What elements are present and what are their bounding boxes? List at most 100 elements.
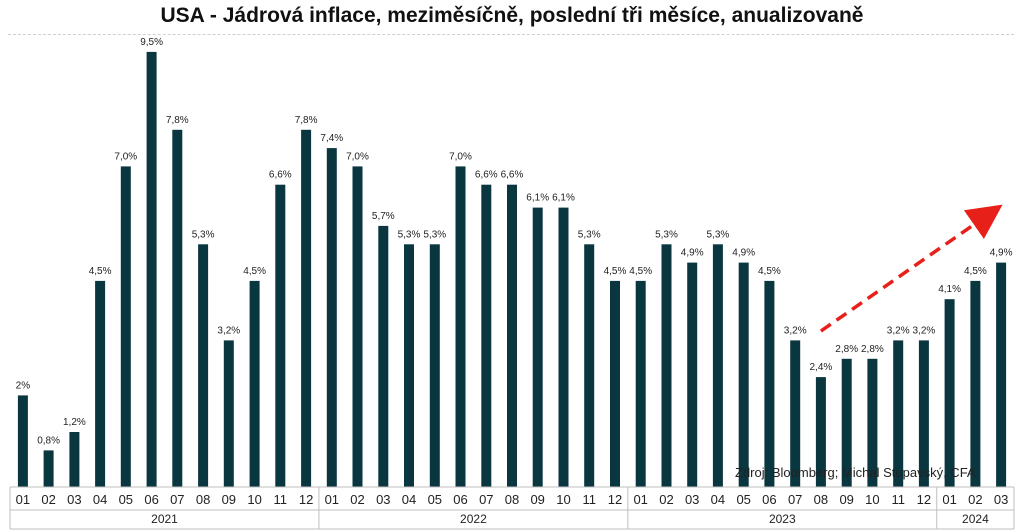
tick-label: 12 — [608, 492, 622, 507]
value-label: 6,1% — [552, 193, 575, 204]
tick-label: 01 — [942, 492, 956, 507]
tick-label: 06 — [762, 492, 776, 507]
bar — [481, 184, 492, 487]
tick-label: 01 — [16, 492, 30, 507]
value-label: 6,6% — [501, 170, 524, 181]
tick-label: 01 — [633, 492, 647, 507]
tick-label: 02 — [350, 492, 364, 507]
bar — [249, 280, 260, 487]
bar — [326, 148, 337, 487]
bars — [17, 51, 1007, 488]
bar — [507, 184, 517, 487]
value-label: 4,5% — [604, 266, 627, 277]
value-label: 6,6% — [475, 170, 498, 181]
source-note: Zdroj: Bloomberg; Michal Stupavský, CFA — [735, 465, 976, 480]
bar — [532, 207, 543, 487]
value-label: 4,5% — [629, 266, 652, 277]
bar — [815, 377, 826, 487]
tick-label: 02 — [659, 492, 673, 507]
tick-label: 04 — [93, 492, 107, 507]
tick-label: 03 — [67, 492, 81, 507]
value-label: 5,3% — [707, 229, 730, 240]
bar — [661, 244, 672, 487]
value-label: 7,8% — [166, 115, 189, 126]
bar — [738, 262, 749, 487]
bar — [146, 51, 157, 488]
value-label: 5,3% — [423, 229, 446, 240]
value-labels: 2% 0,8%1,2% 4,5% 7,0% 9,5% 7,8% 5,3% 3,2% 4,5% 6,… — [16, 37, 1013, 446]
tick-label: 10 — [865, 492, 879, 507]
tick-label: 07 — [170, 492, 184, 507]
value-label: 2,4% — [810, 362, 833, 373]
value-label: 7,0% — [114, 151, 137, 162]
tick-label: 09 — [530, 492, 544, 507]
value-label: 5,3% — [578, 229, 601, 240]
value-label: 5,3% — [192, 229, 215, 240]
value-label: 4,5% — [758, 266, 781, 277]
bar — [455, 166, 466, 487]
tick-label: 08 — [196, 492, 210, 507]
bar — [584, 244, 595, 487]
tick-label: 09 — [839, 492, 853, 507]
value-label: 3,2% — [887, 325, 910, 336]
tick-label: 07 — [479, 492, 493, 507]
bar — [352, 166, 363, 487]
year-label: 2021 — [151, 512, 178, 526]
bar — [687, 262, 698, 487]
bar — [944, 299, 955, 487]
value-label: 1,2% — [63, 417, 86, 428]
bar — [558, 207, 569, 487]
value-label: 3,2% — [913, 325, 936, 336]
value-label: 7,8% — [295, 115, 318, 126]
tick-label: 05 — [736, 492, 750, 507]
bar — [172, 129, 183, 488]
bar — [996, 262, 1007, 487]
x-axis: 01 02 03 04 05 06 07 08 09 10 11 12 01 02 03 04 05 06 07 08… — [9, 486, 1015, 530]
tick-label: 02 — [968, 492, 982, 507]
tick-label: 05 — [428, 492, 442, 507]
tick-label: 11 — [582, 492, 596, 507]
bar — [120, 166, 131, 487]
bar — [223, 340, 234, 487]
value-label: 4,1% — [938, 284, 961, 295]
value-label: 6,1% — [526, 193, 549, 204]
bar — [841, 358, 852, 487]
year-label: 2024 — [962, 512, 989, 526]
tick-label: 04 — [711, 492, 725, 507]
value-label: 3,2% — [784, 325, 807, 336]
value-label: 0,8% — [37, 435, 60, 446]
tick-label: 08 — [505, 492, 519, 507]
value-label: 7,0% — [449, 151, 472, 162]
tick-label: 04 — [402, 492, 416, 507]
value-label: 2,8% — [861, 344, 884, 355]
value-label: 4,5% — [89, 266, 112, 277]
bar — [635, 280, 646, 487]
chart-title: USA - Jádrová inflace, meziměsíčně, posl… — [160, 4, 864, 27]
bar — [764, 280, 775, 487]
tick-label: 02 — [41, 492, 55, 507]
tick-label: 09 — [222, 492, 236, 507]
value-label: 7,0% — [346, 151, 369, 162]
tick-label: 03 — [376, 492, 390, 507]
tick-label: 06 — [453, 492, 467, 507]
tick-label: 06 — [144, 492, 158, 507]
bar — [867, 358, 878, 487]
tick-label: 01 — [325, 492, 339, 507]
year-label: 2022 — [460, 512, 487, 526]
value-label: 3,2% — [217, 325, 240, 336]
bar — [610, 280, 620, 487]
tick-label: 08 — [814, 492, 828, 507]
value-label: 5,7% — [372, 211, 395, 222]
bar — [378, 225, 389, 487]
bar — [301, 129, 312, 488]
trend-arrow — [819, 204, 1003, 333]
tick-label: 03 — [685, 492, 699, 507]
bar — [404, 244, 414, 487]
tick-label: 11 — [891, 492, 905, 507]
bar — [95, 280, 106, 487]
value-label: 5,3% — [398, 229, 421, 240]
bar — [43, 450, 54, 487]
tick-label: 05 — [119, 492, 133, 507]
tick-label: 11 — [274, 492, 288, 507]
